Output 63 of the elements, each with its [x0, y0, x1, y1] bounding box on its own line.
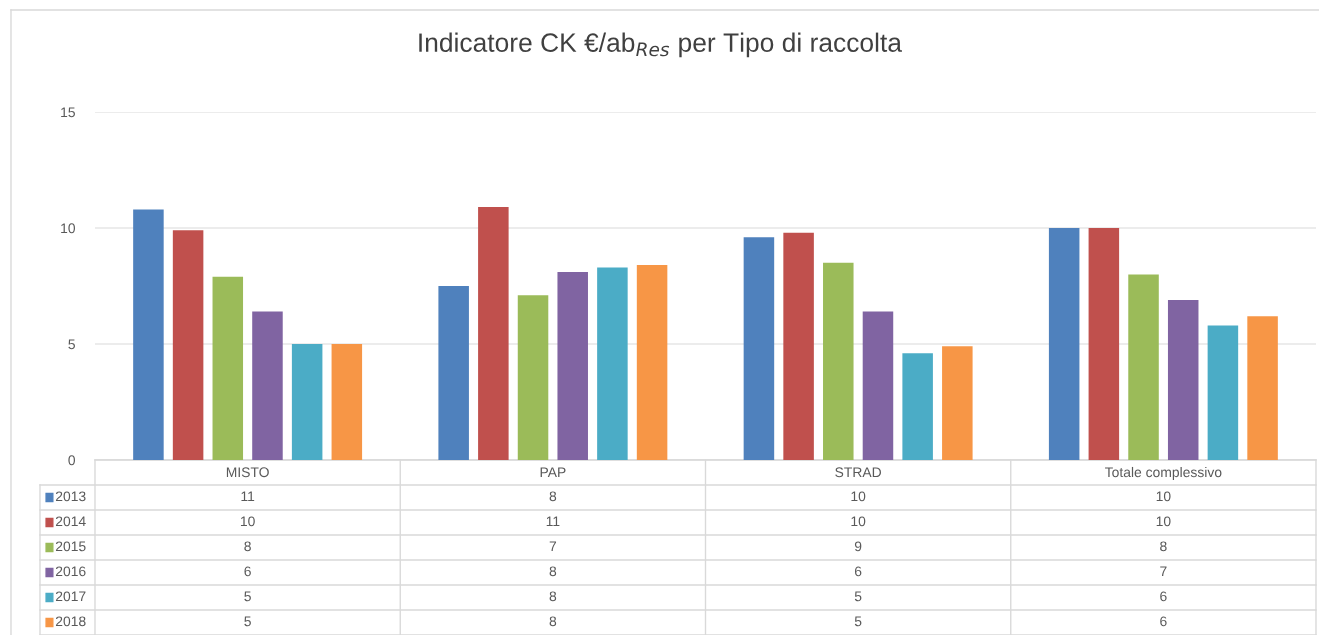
- data-label: 10: [1156, 491, 1171, 502]
- y-tick-label: 5: [68, 339, 75, 350]
- data-label: 5: [854, 591, 862, 602]
- bar: [783, 232, 814, 460]
- bar: [557, 272, 588, 460]
- data-label: 8: [549, 566, 557, 577]
- data-label: 6: [1160, 616, 1167, 627]
- data-label: 8: [1160, 541, 1167, 552]
- bar: [597, 267, 628, 460]
- data-label: 7: [1160, 566, 1167, 577]
- data-label: 5: [854, 616, 862, 627]
- legend-label: 2015: [55, 541, 86, 552]
- data-label: 8: [549, 591, 557, 602]
- bar: [478, 207, 509, 460]
- bar: [212, 276, 244, 460]
- bar: [438, 286, 469, 460]
- data-label: 8: [549, 491, 557, 502]
- bar: [942, 346, 973, 460]
- bar: [1048, 228, 1080, 460]
- x-tick-label: Totale complessivo: [1105, 466, 1222, 480]
- bar: [517, 295, 549, 460]
- bar: [252, 311, 283, 460]
- bar: [1088, 228, 1120, 460]
- data-label: 9: [854, 541, 862, 552]
- y-tick-label: 15: [61, 107, 75, 118]
- data-label: 6: [854, 566, 862, 577]
- data-label: 10: [851, 516, 866, 527]
- bar: [291, 344, 323, 460]
- x-tick-label: PAP: [540, 467, 566, 478]
- bar: [1167, 299, 1199, 460]
- bar: [1207, 325, 1239, 460]
- chart-title: Indicatore CK €/ab$_{Res}$ per Tipo di raccolta: [419, 32, 902, 58]
- data-label: 7: [549, 541, 557, 552]
- legend-label: 2018: [55, 616, 86, 627]
- bar: [823, 262, 854, 460]
- data-label: 6: [244, 566, 251, 577]
- bar: [1128, 274, 1159, 460]
- data-label: 11: [241, 491, 255, 502]
- y-tick-label: 10: [61, 223, 76, 234]
- legend-label: 2017: [55, 591, 86, 602]
- bar: [172, 230, 204, 460]
- data-label: 10: [1156, 516, 1171, 527]
- data-label: 8: [549, 616, 557, 627]
- data-label: 5: [244, 616, 251, 627]
- y-tick-label: 0: [68, 455, 76, 466]
- legend-label: 2013: [55, 491, 86, 502]
- bar: [902, 353, 933, 460]
- bar: [1247, 316, 1278, 460]
- data-label: 8: [244, 541, 251, 552]
- data-label: 6: [1160, 591, 1167, 602]
- data-label: 10: [240, 516, 255, 527]
- bar: [331, 344, 363, 460]
- legend-label: 2016: [55, 566, 86, 577]
- bar: [743, 237, 775, 460]
- data-label: 5: [244, 591, 251, 602]
- data-label: 11: [546, 516, 560, 527]
- bar: [636, 265, 668, 460]
- x-tick-label: MISTO: [226, 467, 269, 478]
- x-tick-label: STRAD: [835, 467, 881, 478]
- bar: [133, 209, 164, 460]
- data-label: 10: [851, 491, 866, 502]
- legend-label: 2014: [55, 516, 86, 527]
- bar: [862, 311, 894, 460]
